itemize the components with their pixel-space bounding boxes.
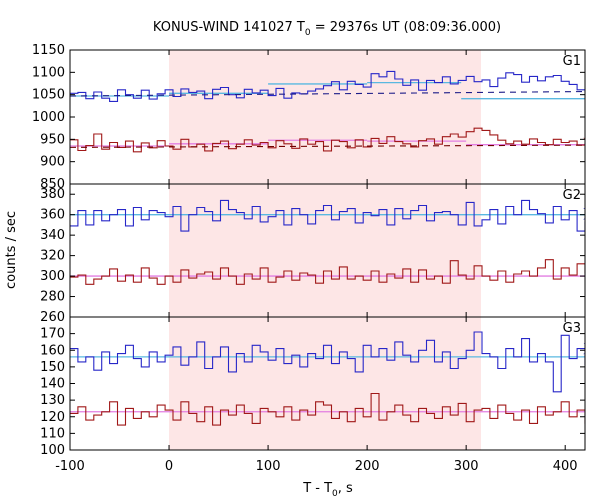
y-tick-label: 380	[40, 187, 65, 202]
y-tick-label: 950	[40, 132, 65, 147]
y-tick-label: 300	[40, 269, 65, 284]
panel-g2: 260 280 300 320 340 360 380 G2	[40, 183, 586, 325]
series-upper-histogram	[70, 199, 585, 232]
y-tick-label: 170	[40, 327, 65, 342]
x-tick-label: 100	[256, 459, 281, 474]
y-tick-label: 150	[40, 360, 65, 375]
series-upper-histogram	[70, 331, 585, 393]
y-tick-label: 280	[40, 290, 65, 305]
x-tick-label: 0	[165, 459, 173, 474]
y-tick-label: 140	[40, 377, 65, 392]
chart-title: KONUS-WIND 141027 T0 = 29376s UT (08:09:…	[153, 20, 501, 38]
series-lower-histogram	[70, 259, 585, 286]
y-tick-label: 1100	[32, 65, 65, 80]
y-tick-label: 120	[40, 410, 65, 425]
y-tick-label: 260	[40, 310, 65, 325]
y-tick-label: 110	[40, 426, 65, 441]
panel-label: G1	[563, 54, 581, 69]
y-tick-label: 340	[40, 228, 65, 243]
x-tick-label: 300	[454, 459, 479, 474]
y-tick-label: 850	[40, 177, 65, 192]
panel-label: G3	[563, 321, 581, 336]
series-lower-histogram	[70, 392, 585, 426]
y-tick-label: 1150	[32, 43, 65, 58]
y-tick-label: 360	[40, 208, 65, 223]
y-tick-label: 130	[40, 393, 65, 408]
y-tick-label: 320	[40, 249, 65, 264]
series-lower-histogram	[70, 127, 585, 153]
y-tick-label: 1000	[32, 110, 65, 125]
y-tick-label: 100	[40, 443, 65, 458]
highlight-band	[169, 50, 482, 450]
baseline-upper-dashed	[69, 90, 586, 97]
y-tick-label: 900	[40, 155, 65, 170]
x-tick-label: 400	[553, 459, 578, 474]
panel-label: G2	[563, 188, 581, 203]
x-axis-label: T - T0, s	[302, 481, 353, 499]
y-tick-label: 1050	[32, 88, 65, 103]
plot-area: 8509009501000105011001150G12602803003203…	[32, 43, 586, 474]
baseline-lower-dashed	[69, 144, 586, 148]
series-upper-histogram	[70, 70, 585, 103]
x-tick-label: -100	[55, 459, 85, 474]
x-tick-label: 200	[355, 459, 380, 474]
y-axis-label: counts / sec	[4, 211, 19, 289]
y-tick-label: 160	[40, 343, 65, 358]
